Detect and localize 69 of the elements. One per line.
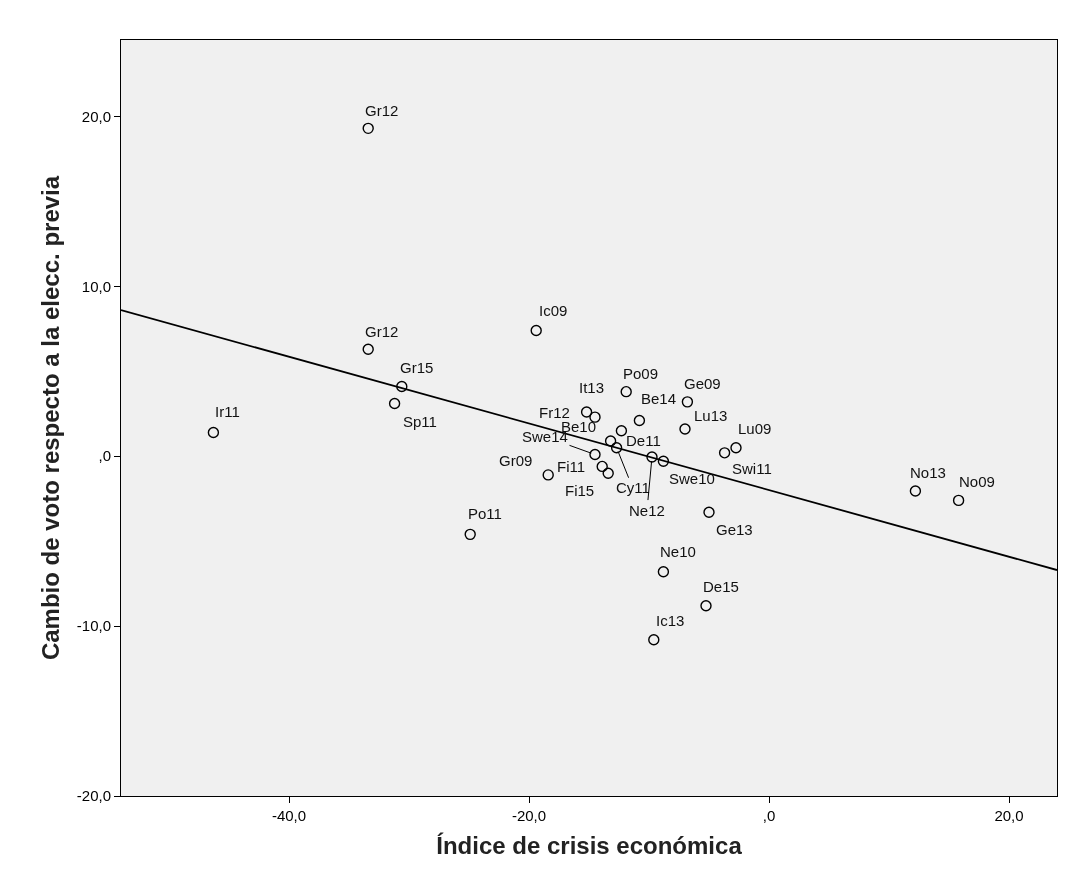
annotation: Gr15 bbox=[400, 359, 434, 376]
annotation: De11 bbox=[626, 432, 661, 449]
y-tick-label: ,0 bbox=[98, 447, 111, 465]
point bbox=[542, 469, 554, 481]
point bbox=[207, 426, 220, 439]
point bbox=[596, 460, 608, 473]
annotation: Ge13 bbox=[716, 521, 753, 538]
y-tick-label: -10,0 bbox=[76, 617, 111, 635]
point bbox=[657, 566, 670, 578]
x-tick-label: 20,0 bbox=[994, 807, 1024, 824]
annotation: De15 bbox=[703, 578, 739, 595]
point bbox=[464, 528, 476, 541]
x-axis-title: Índice de crisis económica bbox=[436, 832, 743, 860]
point bbox=[703, 506, 715, 518]
y-tick-label: 20,0 bbox=[81, 107, 111, 125]
annotation: Sp11 bbox=[403, 413, 437, 430]
annotation: Lu13 bbox=[694, 407, 728, 424]
point bbox=[589, 448, 601, 461]
annotation: Cy11 bbox=[616, 479, 650, 496]
point bbox=[730, 442, 742, 454]
point bbox=[589, 411, 601, 423]
annotation: Swi11 bbox=[732, 460, 772, 477]
point bbox=[700, 600, 712, 612]
y-axis-title: Cambio de voto respecto a la elecc. previa bbox=[36, 175, 64, 661]
point bbox=[396, 380, 408, 393]
x-tick-label: ,0 bbox=[762, 807, 776, 824]
point bbox=[648, 634, 660, 646]
annotation: Po11 bbox=[468, 505, 502, 522]
annotation: Be14 bbox=[641, 390, 677, 407]
point bbox=[362, 343, 374, 355]
y-tick-label: 10,0 bbox=[81, 277, 111, 295]
point bbox=[657, 455, 670, 468]
annotation: Swe10 bbox=[669, 470, 715, 487]
annotation: Fr12 bbox=[539, 404, 570, 421]
annotation: No09 bbox=[959, 473, 995, 490]
annotation: Ne10 bbox=[660, 543, 696, 560]
point bbox=[615, 425, 628, 437]
annotation: It13 bbox=[579, 379, 605, 396]
x-tick-label: -20,0 bbox=[511, 807, 547, 824]
point bbox=[718, 447, 731, 459]
point bbox=[530, 324, 542, 337]
point bbox=[610, 442, 623, 454]
point bbox=[580, 406, 593, 418]
annotation: Lu09 bbox=[738, 420, 772, 437]
point bbox=[679, 423, 691, 435]
point bbox=[633, 414, 646, 427]
annotation: No13 bbox=[910, 464, 946, 481]
annotation: Ic09 bbox=[539, 302, 568, 319]
point bbox=[952, 494, 965, 507]
point bbox=[620, 385, 632, 398]
annotation: Ic13 bbox=[656, 612, 685, 629]
annotation: Gr12 bbox=[365, 102, 399, 119]
x-tick-label: -40,0 bbox=[271, 807, 307, 824]
point bbox=[909, 485, 922, 497]
y-tick-label: -20,0 bbox=[76, 787, 111, 805]
annotation: Gr12 bbox=[365, 323, 399, 340]
point bbox=[388, 397, 401, 410]
point bbox=[604, 435, 617, 447]
annotation: Fi15 bbox=[565, 482, 595, 499]
annotation: Gr09 bbox=[499, 452, 533, 469]
point bbox=[681, 396, 694, 408]
annotation: Ir11 bbox=[215, 403, 240, 420]
point bbox=[646, 451, 658, 463]
annotation: Ge09 bbox=[684, 375, 721, 392]
point bbox=[602, 467, 614, 479]
annotation: Fi11 bbox=[557, 458, 586, 475]
annotation: Po09 bbox=[623, 365, 659, 382]
point bbox=[362, 122, 374, 135]
annotation: Ne12 bbox=[629, 502, 665, 519]
